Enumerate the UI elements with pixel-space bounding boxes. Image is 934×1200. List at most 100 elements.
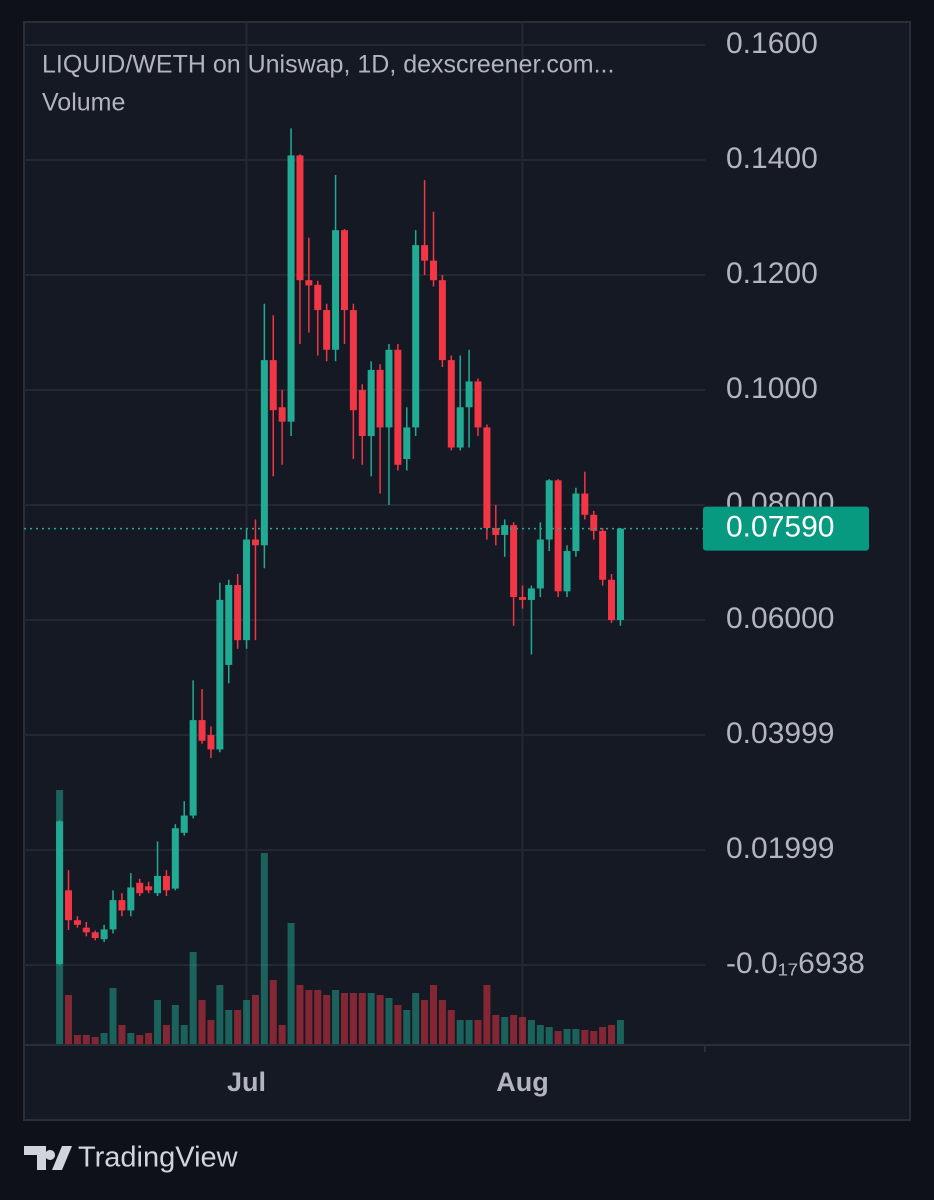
candle-body xyxy=(456,407,464,448)
candle-body xyxy=(501,525,509,535)
candle-body xyxy=(269,360,277,411)
x-tick-label: Jul xyxy=(227,1067,266,1097)
volume-bar xyxy=(421,1000,429,1045)
candle-body xyxy=(91,932,99,939)
volume-bar xyxy=(385,998,393,1045)
candle-body xyxy=(296,155,304,281)
candle-body xyxy=(162,875,170,891)
candle-body xyxy=(483,427,491,529)
candle-body xyxy=(616,528,624,621)
volume-bar xyxy=(136,1035,144,1045)
candle-body xyxy=(314,284,322,311)
volume-bar xyxy=(332,990,340,1045)
candle-body xyxy=(536,539,544,589)
candle-body xyxy=(100,929,108,940)
volume-bar xyxy=(269,980,277,1045)
volume-bar xyxy=(581,1030,589,1045)
candle-body xyxy=(367,369,375,437)
volume-bar xyxy=(162,1025,170,1045)
candle-body xyxy=(65,890,73,921)
y-tick-label: -0.0₁₇6938 xyxy=(726,947,865,980)
volume-bar xyxy=(465,1020,473,1045)
candle-body xyxy=(198,720,206,741)
candle-body xyxy=(251,539,259,546)
volume-bar xyxy=(501,1017,509,1045)
candle-body xyxy=(474,381,482,428)
candle-body xyxy=(527,588,535,600)
volume-bar xyxy=(305,990,313,1045)
volume-bar xyxy=(590,1031,598,1045)
volume-bar xyxy=(251,995,259,1045)
volume-bar xyxy=(456,1020,464,1045)
candle-body xyxy=(56,821,64,964)
volume-bar xyxy=(412,993,420,1045)
volume-bar xyxy=(127,1033,135,1045)
y-tick-label: 0.1400 xyxy=(726,142,818,175)
x-tick-label: Aug xyxy=(496,1067,548,1097)
volume-bar xyxy=(154,1000,162,1045)
volume-bar xyxy=(394,1005,402,1045)
volume-bar xyxy=(429,985,437,1045)
candle-body xyxy=(599,530,607,580)
candle-body xyxy=(109,900,117,930)
volume-bar xyxy=(599,1027,607,1045)
chart-subtitle: Volume xyxy=(42,89,125,117)
volume-bar xyxy=(207,1020,215,1045)
volume-bar xyxy=(527,1020,535,1045)
volume-bar xyxy=(536,1025,544,1045)
volume-bar xyxy=(216,985,224,1045)
candle-body xyxy=(554,480,562,592)
candle-body xyxy=(332,230,340,350)
y-tick-label: 0.03999 xyxy=(726,717,834,750)
candle-body xyxy=(349,310,357,411)
candle-body xyxy=(145,886,153,891)
candle-body xyxy=(412,245,420,428)
volume-bar xyxy=(510,1015,518,1045)
candle-body xyxy=(287,155,295,422)
candle-body xyxy=(340,230,348,311)
candle-body xyxy=(243,539,251,641)
volume-bar xyxy=(608,1025,616,1045)
volume-bar xyxy=(82,1035,90,1045)
candle-body xyxy=(563,551,571,592)
volume-bar xyxy=(171,1005,179,1045)
volume-bar xyxy=(554,1031,562,1045)
volume-bar xyxy=(483,985,491,1045)
price-axis: 0.16000.14000.12000.10000.080000.060000.… xyxy=(703,27,869,980)
candle-body xyxy=(118,900,126,911)
volume-bar xyxy=(492,1015,500,1045)
panel xyxy=(23,21,911,1121)
volume-bar xyxy=(243,1000,251,1045)
candle-body xyxy=(510,525,518,598)
volume-bar xyxy=(91,1037,99,1045)
volume-bar xyxy=(358,993,366,1045)
volume-bar xyxy=(349,993,357,1045)
candle-body xyxy=(305,280,313,286)
y-tick-label: 0.1000 xyxy=(726,372,818,405)
candle-body xyxy=(171,828,179,889)
candle-body xyxy=(492,528,500,535)
candle-body xyxy=(358,390,366,437)
candle-body xyxy=(572,493,580,552)
volume-bar xyxy=(367,993,375,1045)
candle-body xyxy=(519,597,527,600)
candle-body xyxy=(216,599,224,750)
candle-body xyxy=(465,381,473,408)
candle-body xyxy=(225,584,233,665)
candle-body xyxy=(207,735,215,750)
brand-name: TradingView xyxy=(78,1142,239,1174)
volume-bar xyxy=(234,1010,242,1045)
volume-bar xyxy=(403,1010,411,1045)
volume-bar xyxy=(118,1025,126,1045)
volume-bar xyxy=(100,1033,108,1045)
brand-logo: TradingView xyxy=(24,1142,239,1174)
volume-bar xyxy=(278,1025,286,1045)
candle-body xyxy=(608,579,616,621)
last-price-box xyxy=(703,506,869,551)
candle-body xyxy=(545,480,553,540)
candle-body xyxy=(234,584,242,641)
volume-pane xyxy=(56,790,624,1045)
y-tick-label: 0.1600 xyxy=(726,27,818,60)
y-tick-label: 0.1200 xyxy=(726,257,818,290)
grid xyxy=(24,22,705,1045)
